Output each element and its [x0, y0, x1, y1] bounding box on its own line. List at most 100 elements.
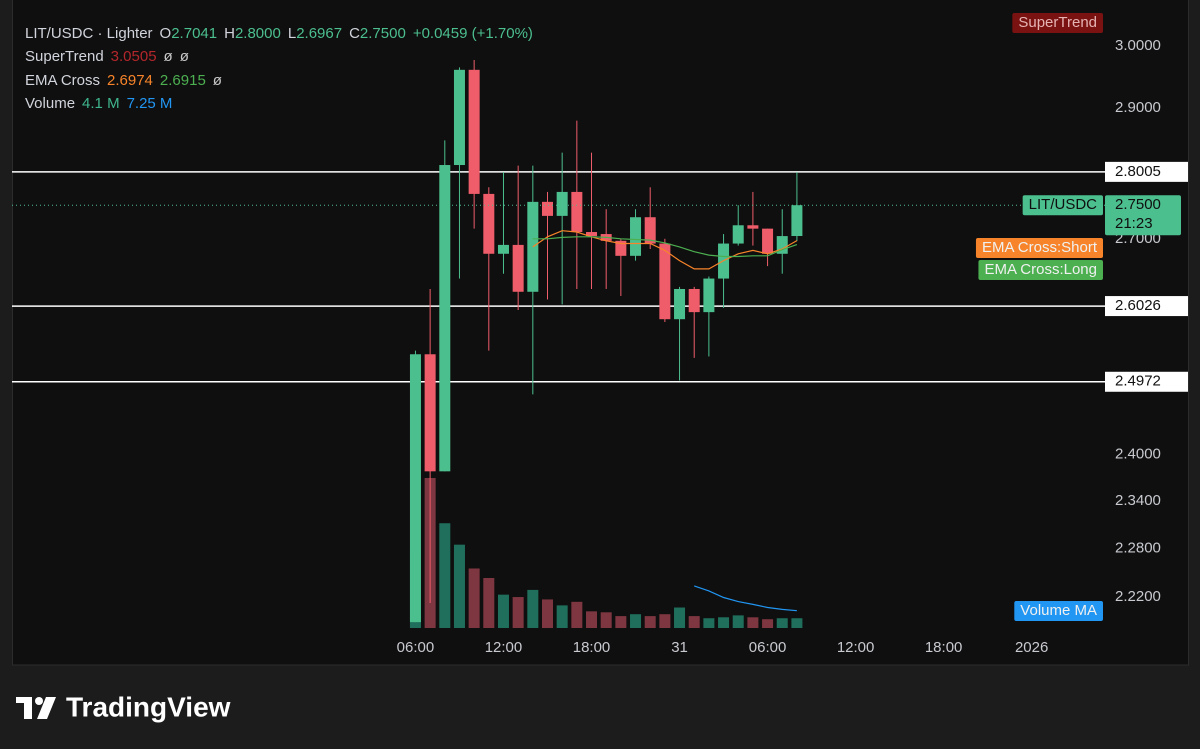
- candle-body: [732, 225, 744, 244]
- volume-bar: [791, 618, 803, 628]
- y-tick-label: 2.4000: [1115, 445, 1161, 462]
- volume-bar: [718, 617, 730, 628]
- brand-name: TradingView: [66, 691, 231, 722]
- candle-body: [615, 240, 627, 256]
- ohlc-key: H: [224, 25, 235, 42]
- candle-body: [703, 278, 715, 313]
- volume-bar: [703, 618, 715, 628]
- candle-body: [424, 354, 436, 472]
- volume-bar: [674, 607, 686, 628]
- legend-row: Volume 4.1 M 7.25 M: [25, 92, 540, 115]
- indicator-line: [532, 236, 798, 258]
- candle-body: [586, 232, 598, 237]
- indicator-value: 3.0505: [110, 48, 157, 66]
- ohlc-key: C: [349, 25, 360, 42]
- price-line-label: 2.6026: [1115, 297, 1161, 314]
- last-price-name-box: [1022, 195, 1103, 216]
- candle-body: [409, 354, 421, 623]
- x-tick-label: 18:00: [573, 639, 611, 656]
- candle-body: [747, 225, 759, 229]
- indicator-badge: EMA Cross:Short: [982, 239, 1098, 256]
- indicator-badge-box: [1012, 13, 1103, 33]
- volume-bar: [512, 597, 524, 628]
- volume-bar: [527, 589, 539, 628]
- volume-bar: [762, 619, 774, 628]
- x-tick-label: 12:00: [485, 639, 523, 656]
- volume-bar: [747, 617, 759, 628]
- price-line-box: [1105, 296, 1188, 317]
- candle-body: [556, 191, 568, 216]
- y-tick-label: 2.2200: [1115, 588, 1161, 605]
- x-tick-label: 06:00: [749, 639, 787, 656]
- indicator-value: ø: [179, 48, 189, 66]
- indicator-value: 7.25 M: [126, 94, 173, 112]
- last-price-box: [1105, 195, 1181, 236]
- ohlc-value: 2.7041: [171, 25, 218, 42]
- candle-body: [483, 193, 495, 254]
- volume-bar: [439, 523, 451, 628]
- symbol-title: LIT/USDC · Lighter: [25, 25, 153, 42]
- volume-bar: [630, 614, 642, 628]
- x-tick-label: 18:00: [925, 639, 963, 656]
- volume-bar: [571, 601, 583, 628]
- volume-bar: [776, 618, 788, 628]
- volume-bar: [600, 612, 612, 628]
- candle-body: [512, 244, 524, 292]
- x-tick-label: 2026: [1015, 639, 1048, 656]
- legend-row: SuperTrend 3.0505 ø ø: [25, 45, 540, 68]
- price-change: +0.0459 (+1.70%): [412, 25, 533, 42]
- legend-row: LIT/USDC · Lighter O2.7041 H2.8000 L2.6967 C…: [25, 22, 540, 45]
- x-tick-label: 12:00: [837, 639, 875, 656]
- candle-body: [644, 217, 656, 244]
- indicator-badge: EMA Cross:Long: [984, 261, 1097, 278]
- indicator-badge-box: [975, 238, 1103, 258]
- chart-panel: [12, 0, 1189, 666]
- ohlc-key: O: [159, 25, 172, 42]
- candle-body: [439, 165, 451, 472]
- indicator-value: 4.1 M: [82, 94, 120, 112]
- candle-body: [468, 69, 480, 194]
- candle-body: [630, 217, 642, 256]
- indicator-value: ø: [163, 48, 173, 66]
- price-line-box: [1105, 371, 1188, 392]
- last-price-label: 2.7500: [1115, 196, 1161, 213]
- candle-body: [659, 243, 671, 320]
- indicator-line: [532, 230, 798, 270]
- volume-bar: [497, 594, 509, 628]
- indicator-badge-box: [978, 260, 1103, 280]
- x-tick-label: 31: [671, 639, 688, 656]
- volume-bar: [586, 611, 598, 628]
- y-tick-label: 2.3400: [1115, 492, 1161, 509]
- price-line-label: 2.4972: [1115, 373, 1161, 390]
- candle-body: [776, 236, 788, 254]
- ohlc-value: 2.6967: [296, 25, 343, 42]
- volume-bar: [732, 615, 744, 628]
- y-tick-label: 2.9000: [1115, 99, 1161, 116]
- candle-body: [688, 288, 700, 313]
- last-price-countdown: 21:23: [1115, 215, 1153, 232]
- candle-body: [453, 69, 465, 166]
- indicator-line: [694, 585, 797, 612]
- candle-body: [541, 201, 553, 216]
- ohlc-key: L: [287, 25, 297, 42]
- ohlc-value: 2.7500: [359, 25, 406, 42]
- volume-bar: [688, 616, 700, 628]
- x-tick-label: 06:00: [397, 639, 435, 656]
- y-tick-label: 2.2800: [1115, 539, 1161, 556]
- y-tick-label: 3.0000: [1115, 37, 1161, 54]
- volume-bar: [659, 614, 671, 628]
- ohlc-value: 2.8000: [234, 25, 281, 42]
- indicator-badge: Volume MA: [1020, 602, 1097, 619]
- volume-bar: [615, 616, 627, 628]
- volume-bar: [483, 578, 495, 628]
- price-line-label: 2.8005: [1115, 163, 1161, 180]
- last-price-name: LIT/USDC: [1029, 196, 1098, 213]
- indicator-badge-box: [1014, 601, 1103, 621]
- indicator-name: EMA Cross: [25, 71, 101, 89]
- candle-body: [571, 191, 583, 233]
- legend-row: EMA Cross 2.6974 2.6915 ø: [25, 69, 540, 92]
- volume-bar: [644, 616, 656, 628]
- volume-bar: [453, 544, 465, 628]
- indicator-badge: SuperTrend: [1018, 14, 1097, 31]
